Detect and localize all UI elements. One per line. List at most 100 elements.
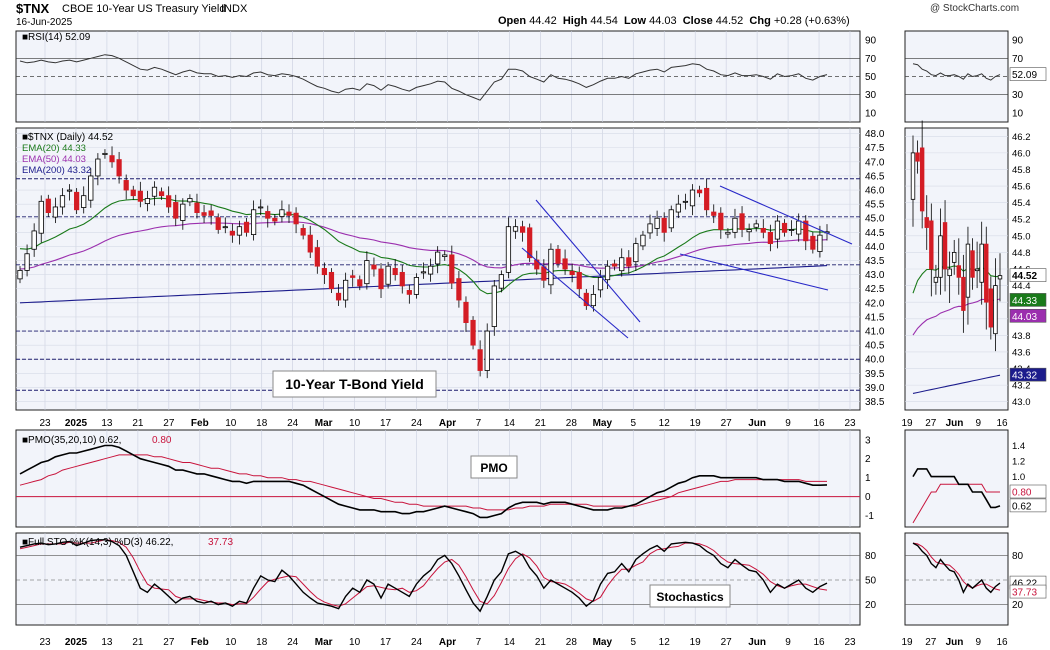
zoom-price-y-tick: 45.0 <box>1012 231 1031 242</box>
zoom-price-y-tick: 44.8 <box>1012 248 1031 259</box>
sto-d-tag-bg <box>1009 584 1047 599</box>
price-y-tick: 47.5 <box>865 143 885 154</box>
zoom-pmo-y-tick: 1.0 <box>1012 472 1025 483</box>
pmo-y-tick: 3 <box>865 435 871 446</box>
zoom-rsi-y-tick: 90 <box>1012 36 1024 47</box>
price-candle <box>45 198 51 213</box>
zoom-rsi-line <box>912 63 1001 81</box>
trend-line <box>521 247 629 339</box>
sto-label-box <box>649 584 731 608</box>
price-candle <box>314 247 320 267</box>
zoom-price-y-tick: 43.8 <box>1012 331 1031 342</box>
price-y-tick: 42.5 <box>865 284 885 295</box>
pmo-tag: 0.62 <box>1012 501 1032 512</box>
price-candle <box>505 226 512 273</box>
sto-d-tag: 37.73 <box>1012 588 1037 599</box>
x-tick-label: 23 <box>39 637 51 648</box>
price-candle <box>144 198 151 204</box>
price-candle <box>208 210 214 216</box>
x-tick-label-mid: 28 <box>566 418 578 429</box>
rsi-legend: ■RSI(14) 52.09 <box>22 32 91 43</box>
price-candle <box>760 227 766 233</box>
price-candle <box>286 211 292 216</box>
price-candle <box>718 212 724 230</box>
price-y-tick: 41.5 <box>865 312 885 323</box>
x-tick-label-mid: 12 <box>659 418 671 429</box>
zoom-pmo-signal-line <box>912 483 1000 524</box>
x-tick-label-mid: Mar <box>315 418 333 429</box>
price-candle <box>194 202 200 213</box>
price-candle <box>527 227 533 259</box>
zoom-x-tick-label: 27 <box>925 637 937 648</box>
rsi-y-tick: 10 <box>865 108 877 119</box>
price-y-tick: 45.5 <box>865 200 885 211</box>
ema200-tag: 43.32 <box>1012 371 1037 382</box>
price-candle <box>130 189 136 197</box>
trend-line <box>719 185 853 245</box>
zoom-sto-panel <box>904 532 1009 626</box>
rsi-line <box>19 54 828 101</box>
price-candle <box>640 234 646 247</box>
ema50-tag: 44.03 <box>1012 312 1037 323</box>
price-candle <box>385 265 391 285</box>
close-value: 44.52 <box>715 15 744 27</box>
ema20-tag-bg <box>1009 293 1047 307</box>
price-candle <box>81 195 87 208</box>
ticker-name: CBOE 10-Year US Treasury Yield <box>62 3 226 15</box>
price-y-tick: 46.5 <box>865 171 885 182</box>
x-tick-label: 16 <box>813 637 825 648</box>
price-candle <box>477 349 483 371</box>
x-tick-label-mid: 21 <box>132 418 144 429</box>
ema200-line <box>19 265 828 304</box>
zoom-price-y-tick: 45.8 <box>1012 165 1031 176</box>
price-candle <box>74 191 80 211</box>
price-y-tick: 39.0 <box>865 383 885 394</box>
zoom-candle <box>965 243 971 298</box>
price-candle <box>293 212 299 225</box>
sto-k-line <box>19 539 828 613</box>
zoom-price-y-tick: 46.0 <box>1012 148 1031 159</box>
ticker-symbol[interactable]: $TNX <box>16 1 50 16</box>
zoom-candle <box>974 268 980 272</box>
price-candle <box>491 285 497 327</box>
x-tick-label: Feb <box>191 637 209 648</box>
x-tick-label: May <box>593 637 613 648</box>
price-candle <box>604 265 611 281</box>
x-tick-label-mid: 5 <box>630 418 636 429</box>
x-tick-label: 17 <box>380 637 392 648</box>
price-candle <box>222 226 228 229</box>
x-tick-label: 7 <box>476 637 482 648</box>
zoom-x-tick-label: 19 <box>901 637 913 648</box>
open-value: 44.42 <box>529 15 557 27</box>
price-candle <box>321 268 327 276</box>
price-y-tick: 43.5 <box>865 256 885 267</box>
price-y-tick: 39.5 <box>865 369 885 380</box>
x-tick-label-mid: 21 <box>535 418 547 429</box>
price-candle <box>612 263 618 267</box>
zoom-candle <box>993 285 998 335</box>
pmo-panel <box>15 429 861 528</box>
ema50-tag-bg <box>1009 308 1047 323</box>
x-tick-label: 10 <box>225 637 237 648</box>
zoom-sto-y-tick: 20 <box>1012 600 1024 611</box>
zoom-candle <box>970 250 975 278</box>
price-candle <box>102 152 108 155</box>
price-candle <box>803 220 809 242</box>
price-candle <box>151 186 158 197</box>
price-candle <box>781 222 788 233</box>
x-tick-label-mid: 10 <box>225 418 237 429</box>
price-y-tick: 43.0 <box>865 270 885 281</box>
x-tick-label-mid: Feb <box>191 418 209 429</box>
watermark: @ StockCharts.com <box>930 3 1020 14</box>
pmo-signal-line <box>19 454 827 511</box>
trend-line <box>679 253 829 291</box>
pmo-y-tick: 0 <box>865 492 871 503</box>
x-tick-label: 2025 <box>65 637 88 648</box>
x-tick-label: 24 <box>287 637 299 648</box>
x-tick-label-mid: 17 <box>380 418 392 429</box>
price-y-tick: 44.0 <box>865 242 885 253</box>
price-candle <box>463 301 469 323</box>
pmo-tag-bg <box>1009 498 1047 513</box>
x-tick-label: 14 <box>504 637 516 648</box>
price-candle <box>597 277 604 291</box>
